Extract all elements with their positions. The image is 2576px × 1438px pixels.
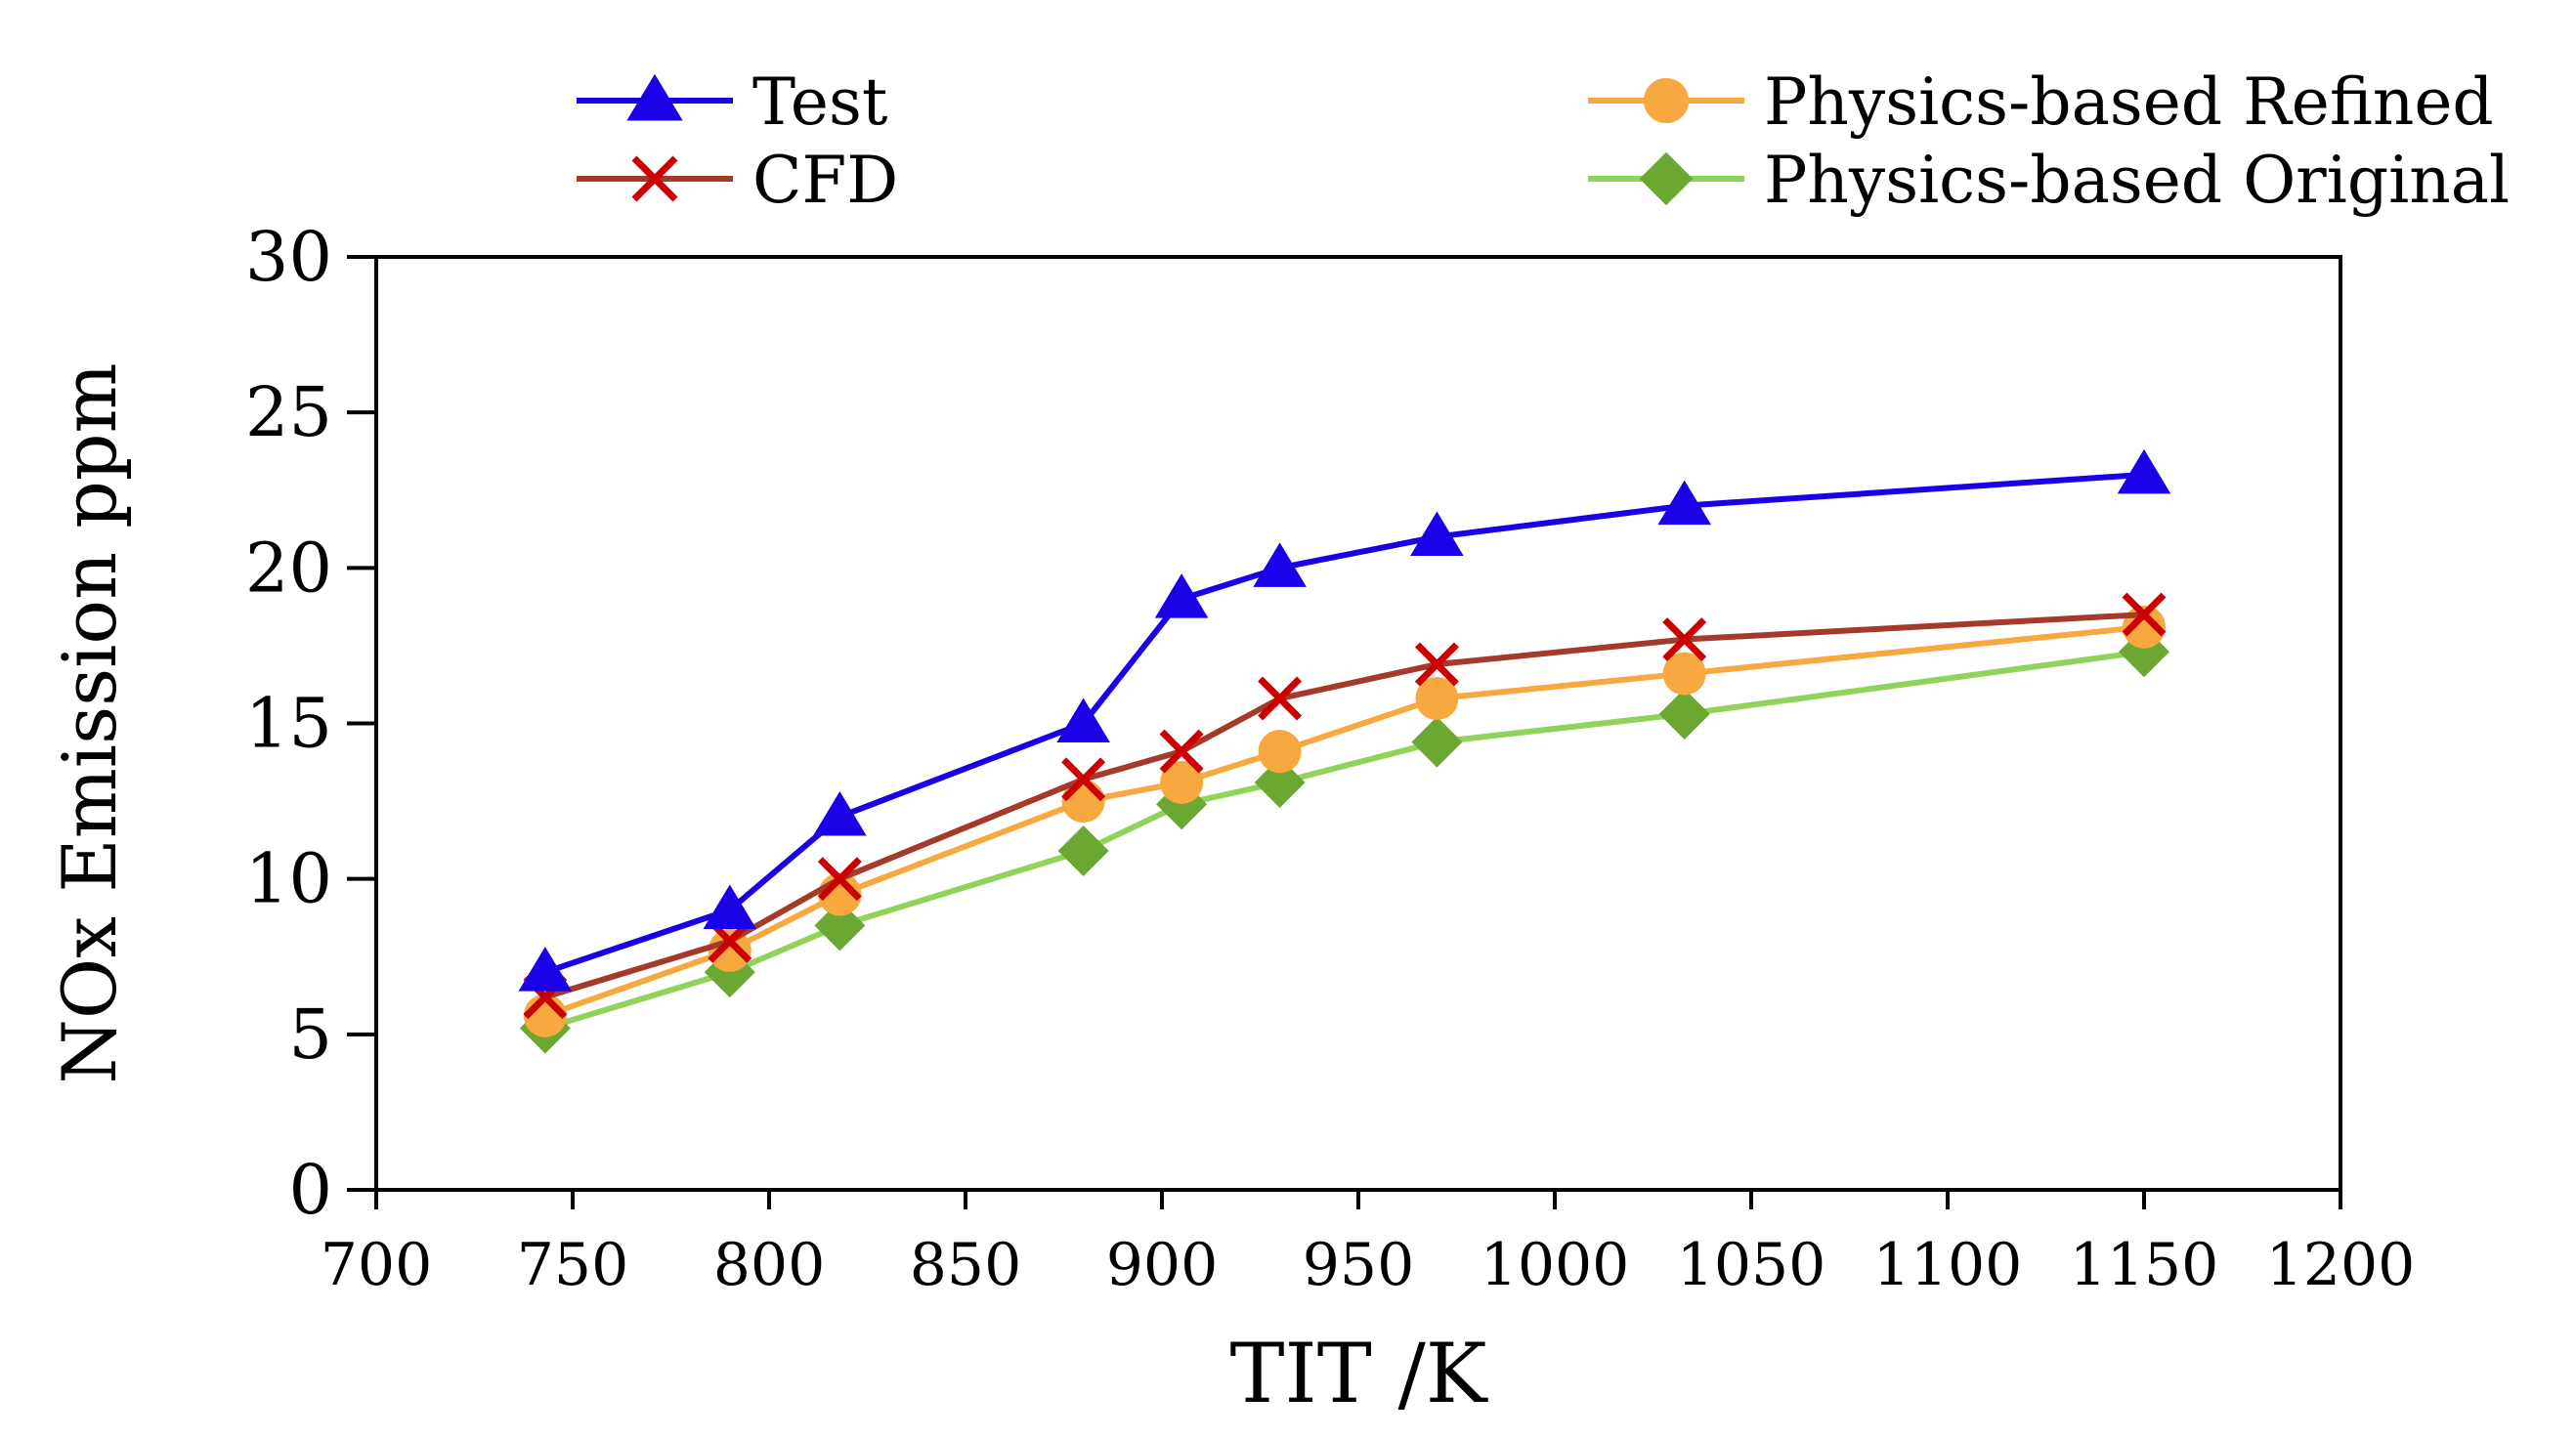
series-line [543,471,2145,976]
series-physics-based-original [519,626,2169,1054]
data-point [817,857,862,902]
data-point [703,884,757,929]
data-point [1159,729,1204,774]
data-point [813,791,867,836]
data-point [1657,480,1711,526]
data-point [1160,760,1204,804]
legend-label: Physics-based Original [1764,143,2510,218]
legend-item-cfd: CFD [577,143,898,218]
series-layer [518,448,2171,1054]
y-tick-label: 10 [245,839,332,919]
data-point [1411,716,1463,768]
x-tick-label: 1200 [2266,1231,2416,1299]
data-point [1056,698,1110,742]
y-tick-label: 5 [288,994,332,1075]
y-tick-label: 30 [245,217,332,297]
data-point [1254,756,1306,808]
y-tick-label: 0 [288,1150,332,1230]
axes: 700 750 800 850 900 950 1000 1050 1100 1150 1200 0 5… [245,217,2415,1299]
x-tick-label: 800 [713,1231,826,1299]
legend-item-test: Test [577,64,887,140]
x-axis-label: TIT /K [1230,1326,1489,1421]
x-tick-label: 1000 [1481,1231,1630,1299]
data-point [1253,542,1307,587]
data-point [1410,511,1464,556]
series-line [543,649,2145,1032]
series-line [543,612,2145,1000]
legend-label: Physics-based Refined [1764,64,2494,140]
legend-marker [1643,77,1690,124]
x-tick-label: 750 [517,1231,629,1299]
data-point [1662,652,1706,696]
data-point [1414,642,1459,687]
data-point [2117,448,2171,494]
y-tick-label: 25 [245,372,332,452]
data-point [1154,573,1209,618]
legend-marker [626,73,683,121]
legend-item-physics-based-refined: Physics-based Refined [1588,64,2494,140]
data-point [1258,730,1302,774]
series-physics-based-refined [523,605,2166,1037]
x-tick-label: 1150 [2070,1231,2219,1299]
data-point [1662,617,1707,662]
legend-marker [1639,151,1694,206]
x-tick-label: 700 [321,1231,433,1299]
data-point [1415,677,1459,721]
data-point [518,947,573,992]
y-tick-label: 20 [245,528,332,608]
series-cfd [523,592,2167,1020]
x-tick-label: 1050 [1677,1231,1826,1299]
data-point [708,928,751,972]
series-test [518,448,2171,992]
legend-marker [631,155,678,202]
y-axis-label: NOx Emission ppm [46,362,133,1083]
data-point [814,900,866,952]
legend-item-physics-based-original: Physics-based Original [1588,143,2510,218]
data-point [1057,825,1109,877]
data-point [1061,757,1106,802]
y-tick-label: 15 [245,684,332,764]
data-point [1258,676,1303,721]
data-point [2122,592,2167,637]
x-tick-label: 900 [1106,1231,1219,1299]
data-point [1658,688,1710,740]
x-tick-label: 850 [910,1231,1022,1299]
legend-label: Test [752,64,887,140]
x-tick-label: 1100 [1873,1231,2023,1299]
legend-label: CFD [752,143,898,218]
x-tick-label: 950 [1303,1231,1415,1299]
